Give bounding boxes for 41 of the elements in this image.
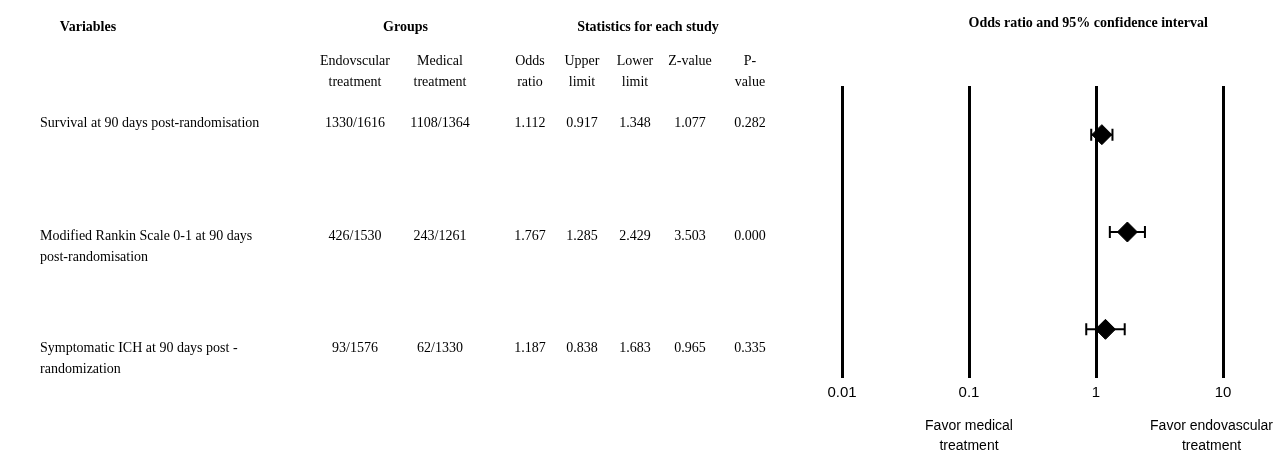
text: Favor endovascular treatment xyxy=(1150,416,1274,453)
text: 1.077 xyxy=(674,115,706,130)
text: 2.429 xyxy=(619,228,651,243)
text: 62/1330 xyxy=(417,340,463,355)
text: 1.187 xyxy=(514,340,546,355)
text: 1.285 xyxy=(566,228,598,243)
text: 0.000 xyxy=(734,228,766,243)
x-tick-label: 0.01 xyxy=(827,383,857,401)
category-label: Odds ratio xyxy=(514,52,546,91)
text: Groups xyxy=(382,18,429,36)
category-label: Survival at 90 days post-randomisation xyxy=(40,115,260,130)
text: 93/1576 xyxy=(332,340,378,355)
text: 1108/1364 xyxy=(410,115,470,130)
text: Favor medical treatment xyxy=(925,416,1013,453)
x-tick-label: 10 xyxy=(1214,383,1232,401)
category-label: Endovscular treatment xyxy=(319,52,391,91)
category-label: P-value xyxy=(733,52,767,91)
chart-title: Odds ratio and 95% confidence interval xyxy=(968,14,1208,30)
category-label: Z-value xyxy=(667,52,713,70)
text: 0.965 xyxy=(674,340,706,355)
text: 0.282 xyxy=(734,115,766,130)
text: 3.503 xyxy=(674,228,706,243)
category-label: Modified Rankin Scale 0-1 at 90 days post-randomisation xyxy=(40,228,253,264)
text: 243/1261 xyxy=(413,228,467,243)
category-label: Upper limit xyxy=(563,52,601,91)
x-tick-label: 0.1 xyxy=(958,383,980,401)
text: 1.767 xyxy=(514,228,546,243)
text: 0.838 xyxy=(566,340,598,355)
text: 426/1530 xyxy=(328,228,382,243)
text: 1.683 xyxy=(619,340,651,355)
text: 1.112 xyxy=(514,115,546,130)
text: 1.348 xyxy=(619,115,651,130)
category-label: Symptomatic ICH at 90 days post -randomization xyxy=(40,340,238,376)
category-label: Lower limit xyxy=(615,52,655,91)
text: 0.335 xyxy=(734,340,766,355)
text: 1330/1616 xyxy=(325,115,385,130)
category-label: Medical treatment xyxy=(412,52,468,91)
x-tick-label: 1 xyxy=(1091,383,1101,401)
text: Variables xyxy=(58,18,118,36)
text: 0.917 xyxy=(566,115,598,130)
text: Statistics for each study xyxy=(576,18,720,36)
